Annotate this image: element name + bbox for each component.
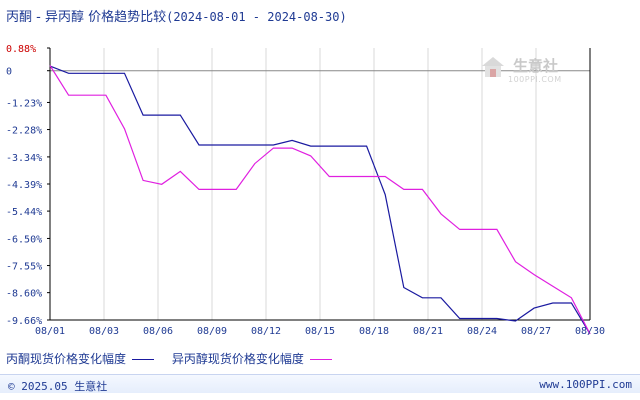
y-tick-label: -8.60%	[6, 289, 42, 300]
watermark-url: 100PPI.COM	[508, 75, 562, 84]
legend-swatch-acetone	[132, 359, 155, 360]
x-tick-labels: 08/01 08/03 08/06 08/09 08/12 08/15 08/18 08/21…	[35, 326, 605, 337]
series-lines	[49, 65, 591, 335]
watermark-name: 生意社	[513, 57, 559, 75]
footer-site-link[interactable]: www.100PPI.com	[539, 378, 632, 391]
y-tick-label: 0	[6, 67, 12, 78]
y-tick-label: -3.34%	[6, 153, 42, 164]
y-tick-label: 0.88%	[6, 44, 36, 55]
y-tick-label: -1.23%	[6, 98, 42, 109]
x-tick-label: 08/12	[251, 326, 281, 337]
x-tick-label: 08/30	[575, 326, 605, 337]
x-tick-label: 08/18	[359, 326, 389, 337]
series-line-isopropanol	[49, 65, 591, 335]
x-tick-label: 08/09	[197, 326, 227, 337]
axes	[47, 47, 591, 321]
legend-item-acetone: 丙酮现货价格变化幅度	[6, 350, 155, 367]
x-tick-label: 08/06	[143, 326, 173, 337]
y-tick-label: -4.39%	[6, 180, 42, 191]
x-tick-label: 08/21	[413, 326, 443, 337]
chart-title: 丙酮 - 异丙醇 价格趋势比较(2024-08-01 - 2024-08-30)	[6, 6, 347, 25]
footer-copyright: © 2025.05 生意社	[8, 380, 108, 393]
series-line-acetone	[49, 65, 591, 335]
legend: 丙酮现货价格变化幅度 异丙醇现货价格变化幅度	[6, 350, 346, 367]
watermark-logo	[482, 57, 504, 77]
chart-title-main: 丙酮 - 异丙醇 价格趋势比较	[6, 10, 167, 25]
footer-bar	[0, 374, 640, 393]
legend-item-isopropanol: 异丙醇现货价格变化幅度	[172, 350, 332, 367]
legend-swatch-isopropanol	[309, 359, 332, 360]
x-tick-label: 08/27	[521, 326, 551, 337]
x-tick-label: 08/03	[89, 326, 119, 337]
y-tick-label: -6.50%	[6, 234, 42, 245]
legend-label-isopropanol: 异丙醇现货价格变化幅度	[171, 352, 304, 366]
x-tick-label: 08/24	[467, 326, 497, 337]
y-tick-label: -9.66%	[6, 316, 42, 327]
y-tick-label: -7.55%	[6, 262, 42, 273]
y-tick-label: -2.28%	[6, 126, 42, 137]
y-tick-labels: 0.88% 0 -1.23% -2.28% -3.34% -4.39% -5.44% -6.5…	[6, 44, 42, 327]
legend-label-acetone: 丙酮现货价格变化幅度	[6, 352, 127, 366]
house-logo-icon	[482, 57, 504, 77]
y-tick-label: -5.44%	[6, 207, 42, 218]
x-tick-label: 08/15	[305, 326, 335, 337]
chart-title-range: (2024-08-01 - 2024-08-30)	[166, 10, 347, 24]
x-tick-label: 08/01	[35, 326, 65, 337]
